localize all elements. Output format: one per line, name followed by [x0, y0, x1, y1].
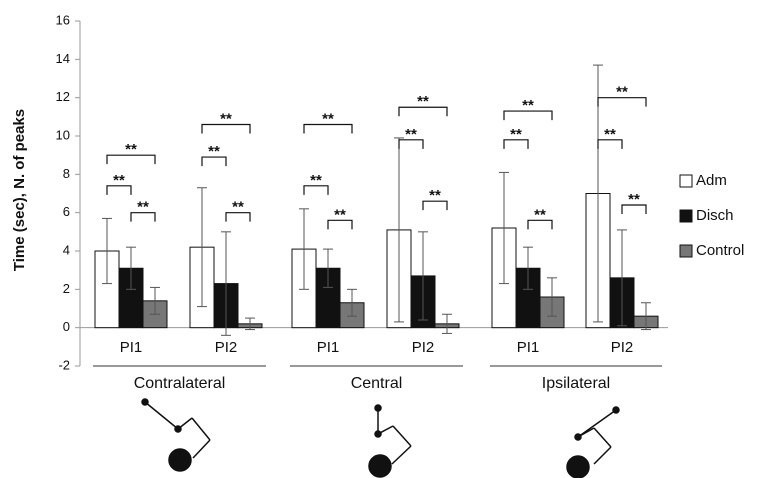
- significance-bracket: [201, 123, 251, 134]
- significance-label: **: [125, 141, 137, 158]
- significance-bracket: [201, 156, 227, 167]
- legend-label: Disch: [696, 207, 734, 224]
- significance-bracket: [621, 204, 647, 214]
- significance-label: **: [208, 143, 220, 160]
- significance-bracket: [130, 212, 156, 222]
- error-bar: [442, 313, 452, 334]
- significance-bracket: [422, 200, 448, 211]
- x-tick-label: PI2: [215, 339, 238, 356]
- x-tick-label: PI2: [611, 339, 634, 356]
- significance-bracket: [527, 219, 553, 230]
- significance-bracket: [225, 212, 251, 222]
- significance-label: **: [322, 110, 334, 127]
- y-axis-label: Time (sec), N. of peaks: [11, 109, 28, 271]
- significance-label: **: [510, 126, 522, 143]
- error-bar: [641, 302, 651, 331]
- x-tick-label: PI1: [120, 339, 143, 356]
- group-label: Central: [351, 375, 403, 392]
- error-bar: [499, 171, 509, 285]
- y-tick-label: 10: [56, 127, 70, 142]
- y-tick-label: 8: [63, 166, 70, 181]
- error-bar: [245, 317, 255, 331]
- y-tick-label: 6: [63, 204, 70, 219]
- significance-bracket: [398, 106, 448, 117]
- error-bar: [102, 217, 112, 285]
- y-tick-label: 14: [56, 51, 70, 66]
- significance-bracket: [597, 97, 647, 107]
- significance-label: **: [628, 191, 640, 208]
- significance-bracket: [503, 110, 553, 121]
- error-bar: [197, 187, 207, 308]
- significance-bracket: [303, 123, 353, 134]
- significance-label: **: [429, 187, 441, 204]
- error-bar: [593, 64, 603, 323]
- significance-bracket: [398, 139, 424, 149]
- significance-label: **: [137, 199, 149, 216]
- y-tick-label: 2: [63, 281, 70, 296]
- legend-label: Control: [696, 242, 744, 259]
- y-tick-label: 12: [56, 89, 70, 104]
- significance-label: **: [417, 93, 429, 110]
- significance-label: **: [220, 110, 232, 127]
- significance-label: **: [405, 126, 417, 143]
- significance-label: **: [113, 172, 125, 189]
- y-tick-label: 0: [63, 319, 70, 334]
- error-bar: [126, 246, 136, 290]
- significance-bracket: [503, 139, 529, 149]
- significance-bracket: [303, 185, 329, 195]
- significance-label: **: [534, 206, 546, 223]
- legend-swatch: [679, 244, 693, 258]
- significance-label: **: [604, 126, 616, 143]
- error-bar: [523, 246, 533, 290]
- x-tick-label: PI1: [517, 339, 540, 356]
- legend-swatch: [679, 209, 693, 223]
- diagrams: [141, 398, 620, 478]
- significance-label: **: [522, 97, 534, 114]
- significance-label: **: [616, 84, 628, 101]
- significance-label: **: [310, 172, 322, 189]
- significance-bracket: [106, 185, 132, 195]
- significance-label: **: [334, 206, 346, 223]
- x-tick-label: PI1: [317, 339, 340, 356]
- significance-label: **: [232, 199, 244, 216]
- significance-bracket: [106, 154, 156, 165]
- y-tick-label: 16: [56, 12, 70, 27]
- error-bar: [418, 231, 428, 321]
- legend-swatch: [679, 174, 693, 188]
- x-tick-label: PI2: [412, 339, 435, 356]
- error-bar: [150, 286, 160, 315]
- significance-bracket: [327, 219, 353, 230]
- error-bar: [547, 277, 557, 317]
- error-bar: [221, 231, 231, 336]
- significance-bracket: [597, 139, 623, 149]
- group-label: Ipsilateral: [542, 375, 610, 392]
- y-tick-label: -2: [58, 357, 70, 372]
- error-bar: [323, 248, 333, 288]
- error-bar: [299, 208, 309, 290]
- error-bar: [347, 288, 357, 317]
- error-bar: [617, 229, 627, 327]
- legend-label: Adm: [696, 172, 727, 189]
- error-bar: [394, 137, 404, 323]
- group-label: Contralateral: [134, 375, 226, 392]
- y-tick-label: 4: [63, 242, 70, 257]
